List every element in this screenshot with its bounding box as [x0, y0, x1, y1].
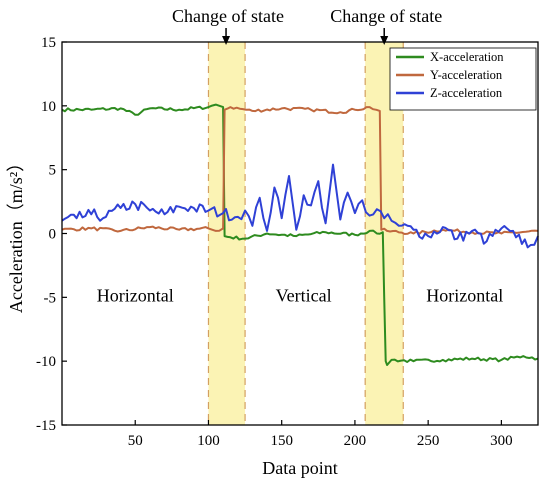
state-change-label: Change of state: [172, 6, 284, 26]
legend-box: [389, 47, 537, 111]
annotations: Change of state Change of state Horizontal…: [97, 6, 504, 305]
y-tick-label: 5: [49, 163, 57, 179]
y-tick-label: 0: [49, 227, 57, 243]
region-label: Horizontal: [97, 285, 174, 305]
legend: X-acceleration Y-acceleration Z-accelerati…: [389, 47, 537, 111]
state-change-arrow-head: [222, 36, 231, 45]
y-axis-ticks: 15 10 5 0 -5 -10 -15: [36, 35, 67, 434]
x-tick-label: 300: [490, 433, 513, 449]
series-line-y-acceleration: [61, 106, 539, 235]
y-axis-label: Acceleration（m/s²）: [6, 154, 26, 313]
x-tick-label: 50: [128, 433, 143, 449]
y-tick-label: -5: [44, 290, 57, 306]
x-tick-label: 250: [417, 433, 440, 449]
series-line-z-acceleration: [61, 163, 539, 249]
series-lines: [61, 103, 539, 366]
legend-label: X-acceleration: [430, 50, 504, 64]
y-tick-label: -10: [36, 354, 56, 370]
state-change-arrow-head: [380, 36, 389, 45]
x-tick-label: 100: [197, 433, 220, 449]
y-tick-label: 10: [41, 99, 56, 115]
series-line-x-acceleration: [61, 103, 539, 366]
y-tick-label: 15: [41, 35, 56, 51]
highlight-band: [208, 42, 246, 425]
x-tick-label: 200: [344, 433, 367, 449]
region-label: Horizontal: [426, 285, 503, 305]
legend-label: Y-acceleration: [430, 68, 503, 82]
legend-label: Z-acceleration: [430, 86, 503, 100]
state-change-label: Change of state: [330, 6, 442, 26]
x-axis-label: Data point: [262, 458, 337, 478]
y-tick-label: -15: [36, 418, 56, 434]
x-axis-ticks: 50 100 150 200 250 300: [128, 420, 513, 449]
region-label: Vertical: [276, 285, 332, 305]
x-tick-label: 150: [270, 433, 293, 449]
